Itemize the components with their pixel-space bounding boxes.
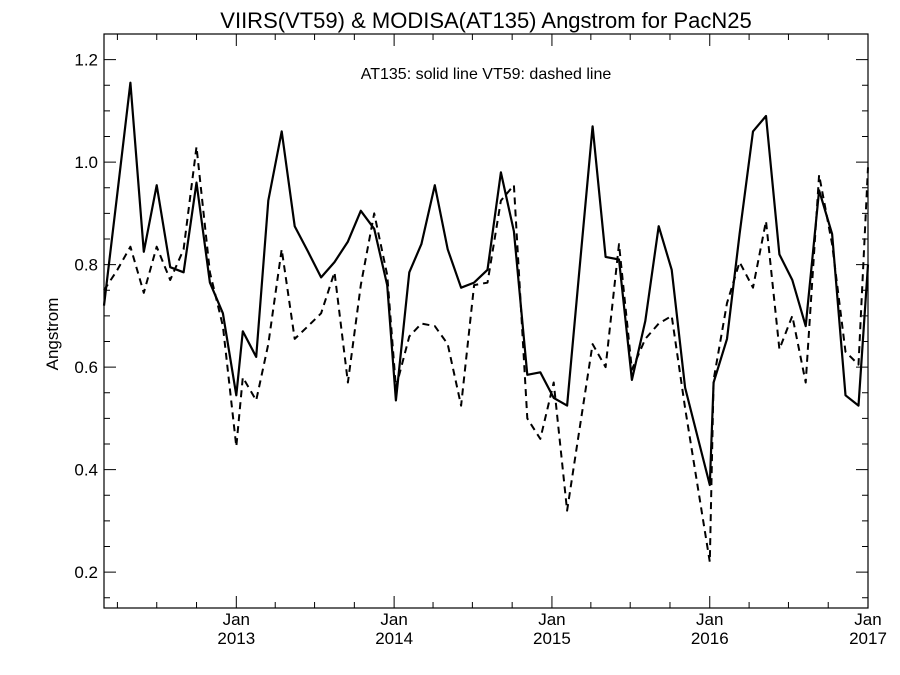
x-tick-month: Jan — [223, 610, 250, 629]
y-axis: 0.2 0.4 0.6 0.8 1.0 1.2 — [74, 51, 868, 599]
y-tick-label: 0.2 — [74, 563, 98, 582]
x-tick-year: 2014 — [375, 629, 413, 648]
y-tick-label: 1.2 — [74, 51, 98, 70]
chart-title: VIIRS(VT59) & MODISA(AT135) Angstrom for… — [220, 8, 751, 33]
plot-frame — [103, 33, 869, 609]
y-tick-label: 0.6 — [74, 358, 98, 377]
series-layer — [102, 81, 870, 563]
x-tick-year: 2016 — [691, 629, 729, 648]
y-tick-label: 1.0 — [74, 153, 98, 172]
x-tick-year: 2015 — [533, 629, 571, 648]
x-tick-month: Jan — [380, 610, 407, 629]
x-tick-year: 2013 — [217, 629, 255, 648]
x-tick-year: 2017 — [849, 629, 887, 648]
legend-note: AT135: solid line VT59: dashed line — [361, 66, 612, 83]
y-tick-label: 0.8 — [74, 256, 98, 275]
x-tick-month: Jan — [696, 610, 723, 629]
series-line-vt59 — [103, 145, 869, 563]
y-axis-label: Angstrom — [43, 298, 62, 371]
x-tick-month: Jan — [854, 610, 881, 629]
x-tick-month: Jan — [538, 610, 565, 629]
series-line-at135 — [102, 81, 870, 487]
y-tick-label: 0.4 — [74, 461, 98, 480]
